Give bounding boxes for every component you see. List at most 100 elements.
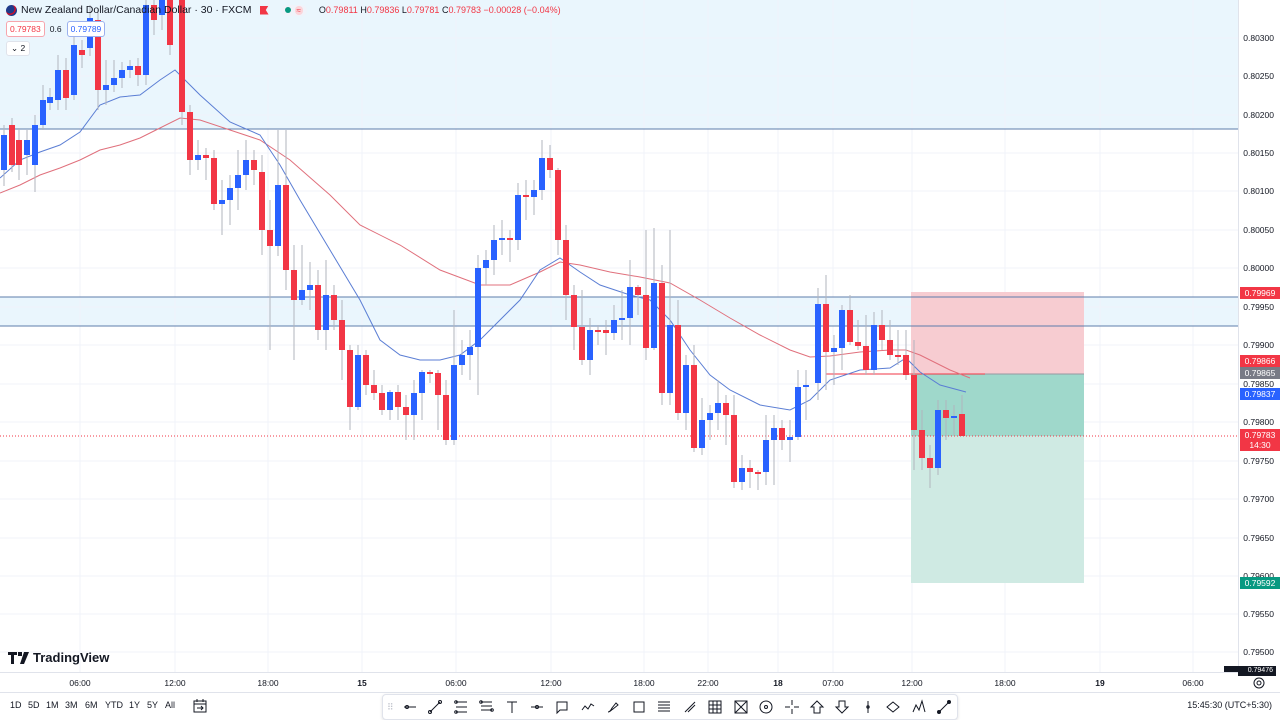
bullish-candle <box>803 385 809 387</box>
horizontal-ray-tool-button[interactable] <box>397 695 422 719</box>
bearish-candle <box>659 283 665 393</box>
bearish-candle <box>943 410 949 418</box>
text-tool-button[interactable] <box>499 695 524 719</box>
circle-tool-button[interactable] <box>753 695 778 719</box>
horizontal-ray-icon <box>403 705 416 709</box>
grid-tool-button[interactable] <box>702 695 727 719</box>
bearish-candle <box>887 340 893 355</box>
bearish-candle <box>603 330 609 333</box>
price-axis[interactable]: 0.80300 0.80250 0.80200 0.80150 0.80100 0.800… <box>1238 0 1280 672</box>
drag-handle-icon[interactable]: ⠿ <box>387 701 394 712</box>
arrow-up-tool-button[interactable] <box>804 695 829 719</box>
chart-pane[interactable]: New Zealand Dollar/Canadian Dollar · 30 … <box>0 0 1238 672</box>
price-tick: 0.80050 <box>1243 225 1274 235</box>
bullish-candle <box>219 200 225 204</box>
time-axis[interactable]: 06:00 12:00 18:00 15 06:00 12:00 18:00 22:00 18 0… <box>0 672 1238 692</box>
bearish-candle <box>911 375 917 430</box>
bullish-candle <box>227 188 233 200</box>
fib-retracement-tool-button[interactable] <box>448 695 473 719</box>
candlestick-chart[interactable] <box>0 0 1238 672</box>
vertical-line-tool-button[interactable] <box>855 695 880 719</box>
bullish-candle <box>159 0 165 15</box>
bearish-candle <box>427 372 433 374</box>
indicators-toggle[interactable]: ⌄ 2 <box>6 41 31 56</box>
range-button-all[interactable]: All <box>165 700 176 710</box>
parallel-channel-tool-button[interactable] <box>652 695 677 719</box>
bearish-candle <box>903 355 909 375</box>
arrow-down-tool-button[interactable] <box>830 695 855 719</box>
range-button-1m[interactable]: 1M <box>46 700 59 710</box>
time-tick: 07:00 <box>822 678 844 688</box>
bearish-candle <box>779 428 785 440</box>
indicator-count: 2 <box>20 43 26 53</box>
bearish-candle <box>363 355 369 385</box>
bullish-candle <box>127 66 133 70</box>
bullish-candle <box>411 393 417 415</box>
elliott-wave-tool-button[interactable] <box>906 695 931 719</box>
trade-controls: 0.79783 0.6 0.79789 <box>6 21 106 37</box>
bullish-candle <box>143 5 149 75</box>
range-button-5y[interactable]: 5Y <box>147 700 159 710</box>
range-button-3m[interactable]: 3M <box>65 700 78 710</box>
bearish-candle <box>79 50 85 55</box>
settings-gear-icon[interactable] <box>1252 676 1266 690</box>
bearish-candle <box>755 472 761 474</box>
measure-tool-button[interactable] <box>932 695 957 719</box>
rectangle-tool-button[interactable] <box>626 695 651 719</box>
price-tick: 0.79500 <box>1243 647 1274 657</box>
measure-icon <box>937 700 952 714</box>
bearish-candle <box>135 66 141 75</box>
bearish-candle <box>579 327 585 360</box>
text-icon <box>506 701 517 713</box>
bearish-candle <box>267 230 273 246</box>
crosshair-tool-button[interactable] <box>779 695 804 719</box>
bearish-candle <box>259 172 265 230</box>
price-tick: 0.79800 <box>1243 417 1274 427</box>
arrow-up-icon <box>809 700 825 714</box>
bullish-candle <box>483 260 489 268</box>
fib-extension-tool-button[interactable] <box>473 695 498 719</box>
range-button-1y[interactable]: 1Y <box>129 700 141 710</box>
ellipse-icon <box>886 701 901 713</box>
sell-button[interactable]: 0.79783 <box>6 21 45 37</box>
range-button-ytd[interactable]: YTD <box>105 700 123 710</box>
price-tick: 0.79600 <box>1243 571 1274 581</box>
watermark-text: TradingView <box>33 650 110 665</box>
bullish-candle <box>459 355 465 365</box>
bearish-candle <box>571 295 577 327</box>
bullish-candle <box>419 372 425 393</box>
price-axis-label: 0.79866 <box>1240 355 1280 367</box>
brush-tool-button[interactable] <box>601 695 626 719</box>
go-to-date-icon[interactable] <box>193 699 207 713</box>
time-tick: 06:00 <box>1182 678 1204 688</box>
parallel-channel-icon <box>658 701 671 712</box>
bearish-candle <box>855 342 861 346</box>
path-tool-button[interactable] <box>575 695 600 719</box>
bearish-candle <box>523 195 529 197</box>
ellipse-tool-button[interactable] <box>881 695 906 719</box>
callout-tool-button[interactable] <box>550 695 575 719</box>
fib-retracement-icon <box>453 700 467 714</box>
price-tick: 0.80250 <box>1243 71 1274 81</box>
bullish-candle <box>611 320 617 333</box>
gann-box-tool-button[interactable] <box>728 695 753 719</box>
bullish-candle <box>119 70 125 78</box>
symbol-title[interactable]: New Zealand Dollar/Canadian Dollar · 30 … <box>21 4 252 16</box>
clock-timezone[interactable]: 15:45:30 (UTC+5:30) <box>1187 700 1272 710</box>
bullish-candle <box>103 85 109 90</box>
bearish-candle <box>403 407 409 415</box>
bullish-candle <box>795 387 801 437</box>
status-pill[interactable]: ≈ <box>280 4 307 16</box>
market-closed-flag-icon <box>259 5 269 15</box>
trend-line-tool-button[interactable] <box>422 695 447 719</box>
range-button-1d[interactable]: 1D <box>10 700 22 710</box>
bearish-candle <box>211 158 217 204</box>
time-tick: 12:00 <box>164 678 186 688</box>
range-button-5d[interactable]: 5D <box>28 700 40 710</box>
ray-tool-button[interactable] <box>677 695 702 719</box>
price-tick: 0.80300 <box>1243 33 1274 43</box>
price-label-tool-button[interactable] <box>524 695 549 719</box>
elliott-wave-icon <box>912 699 926 713</box>
buy-button[interactable]: 0.79789 <box>66 21 106 37</box>
range-button-6m[interactable]: 6M <box>85 700 98 710</box>
